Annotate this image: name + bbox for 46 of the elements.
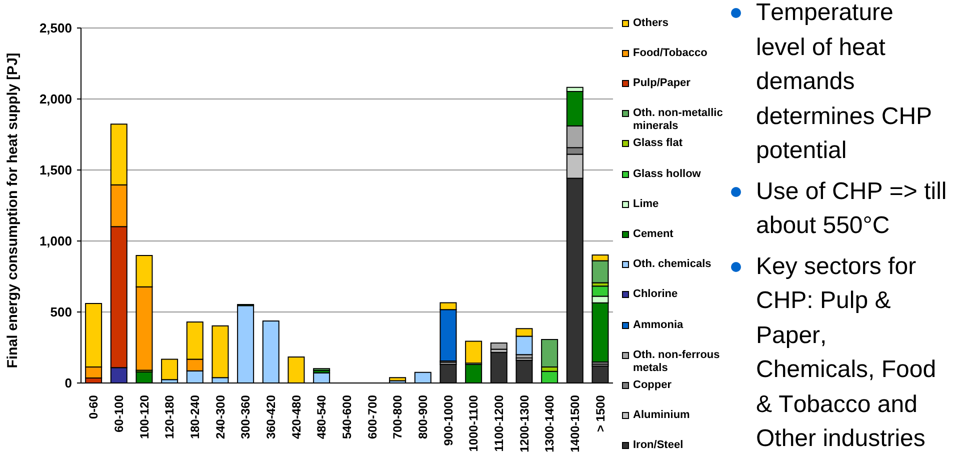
x-tick-label: > 1500 <box>593 394 608 432</box>
legend-label: Lime <box>633 198 660 211</box>
y-tick-label: 500 <box>50 304 72 320</box>
y-tick-label: 2,000 <box>39 92 72 107</box>
x-tick-label: 420-480 <box>289 394 304 440</box>
legend-label: Chlorine <box>633 288 679 302</box>
y-tick-label: 0 <box>64 376 72 391</box>
x-tick-label: 300-360 <box>238 394 253 440</box>
x-tick-label: 1100-1200 <box>492 394 506 452</box>
x-tick-label: 540-600 <box>340 394 354 440</box>
legend-label: Pulp/Paper <box>633 76 692 90</box>
text: Key sectors for CHP: Pulp & Paper, Chemicals, Food & Tobacco and Other industries <box>756 252 938 454</box>
legend-label: Others <box>633 16 670 30</box>
x-tick-label: 180-240 <box>188 394 202 440</box>
legend-label: Oth. chemicals <box>633 258 712 272</box>
x-tick-label: 600-700 <box>365 394 380 440</box>
legend-label: Glass hollow <box>633 168 702 180</box>
legend-label: Glass flat <box>633 137 684 150</box>
x-tick-label: 1400-1500 <box>568 394 582 452</box>
text: Temperature level of heat demands determines CHP potential <box>756 0 934 166</box>
x-tick-label: 0-60 <box>86 394 101 420</box>
x-tick-label: 700-800 <box>390 394 405 440</box>
x-tick-label: 240-300 <box>213 394 228 440</box>
legend-label: Food/Tobacco <box>633 46 708 60</box>
x-tick-label: 100-120 <box>137 394 152 440</box>
legend-label: Cement <box>633 228 674 241</box>
x-tick-label: 800-900 <box>416 394 430 440</box>
y-tick-label: 2,500 <box>39 20 72 36</box>
legend-label: Oth. non-ferrous metals <box>633 348 721 375</box>
x-tick-label: 120-180 <box>162 394 177 440</box>
x-tick-label: 1000-1100 <box>466 394 481 452</box>
x-tick-label: 900-1000 <box>441 394 456 446</box>
x-tick-label: 1300-1400 <box>542 394 557 452</box>
x-tick-label: 60-100 <box>112 394 126 432</box>
y-tick-label: 1,000 <box>39 234 72 249</box>
text: Use of CHP => till about 550°C <box>756 176 948 241</box>
x-tick-label: 1200-1300 <box>517 394 532 452</box>
legend-label: Aluminium <box>633 409 691 422</box>
y-tick-label: 1,500 <box>39 162 72 178</box>
x-tick-label: 480-540 <box>314 394 329 440</box>
legend-label: Ammonia <box>633 318 684 332</box>
y-axis-title: Final energy consumption for heat supply [PJ] <box>5 52 21 368</box>
x-tick-label: 360-420 <box>264 394 278 440</box>
legend-label: Oth. non-metallic minerals <box>633 107 724 134</box>
legend-label: Copper <box>633 378 672 392</box>
legend-label: Iron/Steel <box>633 439 684 452</box>
